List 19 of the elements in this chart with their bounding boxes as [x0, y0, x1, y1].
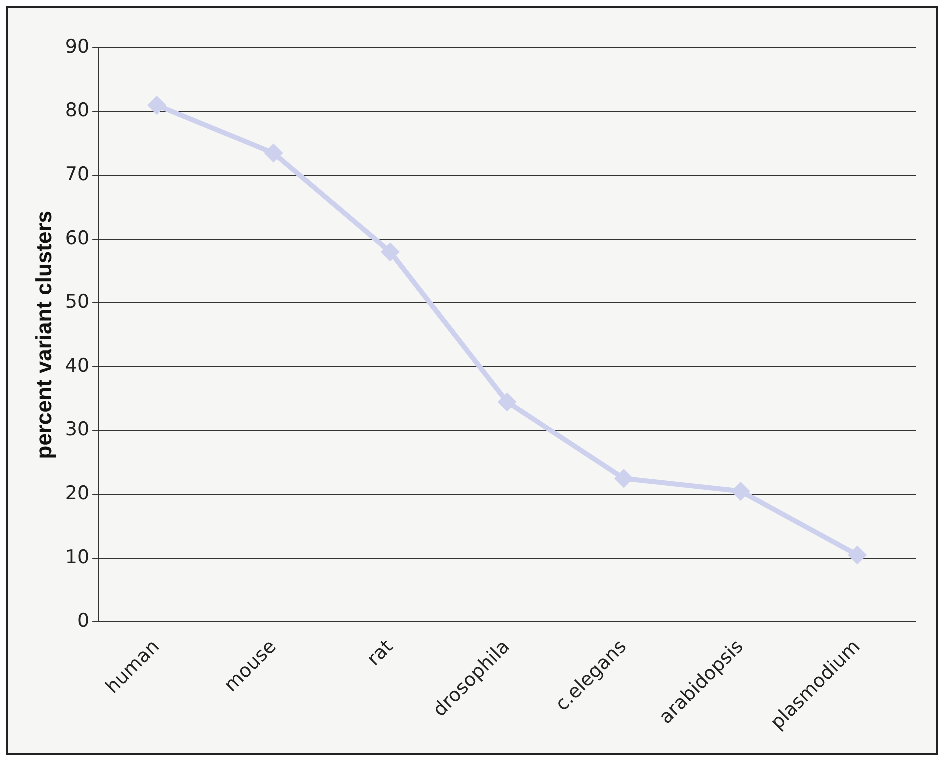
y-axis-title: percent variant clusters — [31, 210, 56, 460]
y-tick-label: 50 — [65, 291, 90, 314]
point — [498, 394, 516, 411]
y-tick-label: 90 — [65, 36, 90, 58]
point — [732, 482, 750, 500]
y-tick-label: 70 — [65, 164, 90, 186]
point — [849, 546, 866, 564]
point — [265, 144, 282, 162]
y-tick-label: 40 — [65, 354, 90, 377]
point — [382, 244, 400, 261]
y-tick-label: 60 — [65, 227, 90, 250]
point — [616, 470, 633, 488]
y-tick-label: 10 — [65, 546, 90, 568]
y-tick-label: 80 — [65, 100, 90, 122]
x-tick-label: rat — [362, 636, 398, 670]
y-tick-label: 30 — [65, 418, 90, 441]
point — [148, 96, 166, 114]
y-tick-label: 0 — [77, 610, 90, 632]
y-tick-label: 20 — [65, 482, 90, 505]
